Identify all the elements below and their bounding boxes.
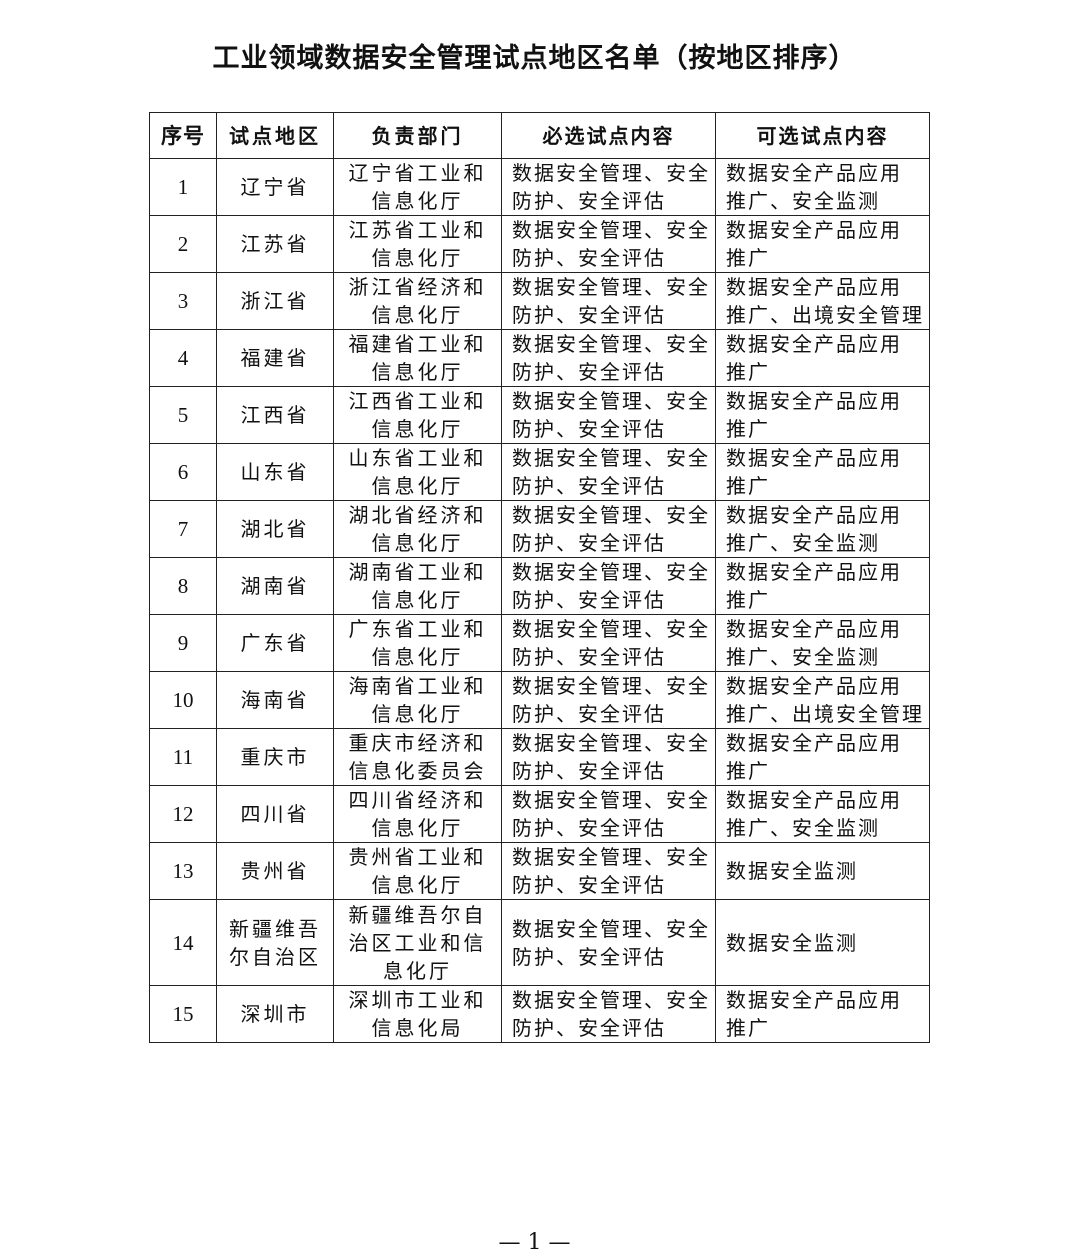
cell-region: 海南省: [216, 671, 334, 729]
cell-dept: 山东省工业和 信息化厅: [333, 443, 502, 501]
header-required: 必选试点内容: [501, 112, 716, 159]
cell-dept: 贵州省工业和 信息化厅: [333, 842, 502, 900]
cell-dept: 深圳市工业和 信息化局: [333, 985, 502, 1043]
cell-no: 6: [149, 443, 217, 501]
cell-no: 10: [149, 671, 217, 729]
table-row: 3 浙江省 浙江省经济和 信息化厅 数据安全管理、安全 防护、安全评估 数据安全产品应用…: [149, 272, 930, 330]
cell-region: 辽宁省: [216, 158, 334, 216]
cell-required: 数据安全管理、安全 防护、安全评估: [501, 500, 716, 558]
cell-optional: 数据安全产品应用 推广、出境安全管理: [715, 272, 930, 330]
cell-no: 13: [149, 842, 217, 900]
table-row: 8 湖南省 湖南省工业和 信息化厅 数据安全管理、安全 防护、安全评估 数据安全产品应用…: [149, 557, 930, 615]
cell-optional: 数据安全产品应用 推广: [715, 215, 930, 273]
cell-optional: 数据安全产品应用 推广、出境安全管理: [715, 671, 930, 729]
cell-required: 数据安全管理、安全 防护、安全评估: [501, 386, 716, 444]
cell-region: 山东省: [216, 443, 334, 501]
cell-no: 12: [149, 785, 217, 843]
cell-no: 2: [149, 215, 217, 273]
table-row: 7 湖北省 湖北省经济和 信息化厅 数据安全管理、安全 防护、安全评估 数据安全产品应用…: [149, 500, 930, 558]
cell-no: 4: [149, 329, 217, 387]
cell-optional: 数据安全产品应用 推广、安全监测: [715, 785, 930, 843]
cell-required: 数据安全管理、安全 防护、安全评估: [501, 158, 716, 216]
cell-region: 深圳市: [216, 985, 334, 1043]
cell-region: 贵州省: [216, 842, 334, 900]
cell-optional: 数据安全产品应用 推广: [715, 557, 930, 615]
cell-dept: 重庆市经济和 信息化委员会: [333, 728, 502, 786]
cell-required: 数据安全管理、安全 防护、安全评估: [501, 899, 716, 986]
cell-dept: 湖北省经济和 信息化厅: [333, 500, 502, 558]
cell-dept: 浙江省经济和 信息化厅: [333, 272, 502, 330]
cell-required: 数据安全管理、安全 防护、安全评估: [501, 728, 716, 786]
cell-dept: 四川省经济和 信息化厅: [333, 785, 502, 843]
table-row: 6 山东省 山东省工业和 信息化厅 数据安全管理、安全 防护、安全评估 数据安全产品应用…: [149, 443, 930, 501]
cell-dept: 海南省工业和 信息化厅: [333, 671, 502, 729]
header-optional: 可选试点内容: [715, 112, 930, 159]
table-row: 5 江西省 江西省工业和 信息化厅 数据安全管理、安全 防护、安全评估 数据安全产品应用…: [149, 386, 930, 444]
table-row: 13 贵州省 贵州省工业和 信息化厅 数据安全管理、安全 防护、安全评估 数据安全监测: [149, 842, 930, 900]
page-number: — 1 —: [498, 1230, 571, 1255]
cell-optional: 数据安全监测: [715, 842, 930, 900]
cell-no: 5: [149, 386, 217, 444]
pilot-regions-table: 序号 试点地区 负责部门 必选试点内容 可选试点内容 1 辽宁省 辽宁省工业和 信息…: [149, 112, 930, 1043]
table-row: 10 海南省 海南省工业和 信息化厅 数据安全管理、安全 防护、安全评估 数据安全产品应…: [149, 671, 930, 729]
cell-required: 数据安全管理、安全 防护、安全评估: [501, 785, 716, 843]
cell-region: 福建省: [216, 329, 334, 387]
table-row: 4 福建省 福建省工业和 信息化厅 数据安全管理、安全 防护、安全评估 数据安全产品应用…: [149, 329, 930, 387]
cell-optional: 数据安全产品应用 推广: [715, 985, 930, 1043]
cell-optional: 数据安全产品应用 推广、安全监测: [715, 500, 930, 558]
cell-required: 数据安全管理、安全 防护、安全评估: [501, 671, 716, 729]
table-row: 11 重庆市 重庆市经济和 信息化委员会 数据安全管理、安全 防护、安全评估 数据安全产…: [149, 728, 930, 786]
cell-required: 数据安全管理、安全 防护、安全评估: [501, 215, 716, 273]
cell-no: 3: [149, 272, 217, 330]
cell-dept: 福建省工业和 信息化厅: [333, 329, 502, 387]
document-title: 工业领域数据安全管理试点地区名单（按地区排序）: [212, 43, 857, 74]
cell-dept: 湖南省工业和 信息化厅: [333, 557, 502, 615]
cell-required: 数据安全管理、安全 防护、安全评估: [501, 443, 716, 501]
cell-optional: 数据安全产品应用 推广、安全监测: [715, 158, 930, 216]
table-row: 15 深圳市 深圳市工业和 信息化局 数据安全管理、安全 防护、安全评估 数据安全产品应…: [149, 985, 930, 1043]
header-region: 试点地区: [216, 112, 334, 159]
cell-optional: 数据安全产品应用 推广: [715, 443, 930, 501]
header-dept: 负责部门: [333, 112, 502, 159]
table-row: 2 江苏省 江苏省工业和 信息化厅 数据安全管理、安全 防护、安全评估 数据安全产品应用…: [149, 215, 930, 273]
table-row: 9 广东省 广东省工业和 信息化厅 数据安全管理、安全 防护、安全评估 数据安全产品应用…: [149, 614, 930, 672]
cell-required: 数据安全管理、安全 防护、安全评估: [501, 329, 716, 387]
cell-no: 15: [149, 985, 217, 1043]
cell-region: 江西省: [216, 386, 334, 444]
cell-region: 浙江省: [216, 272, 334, 330]
cell-dept: 新疆维吾尔自 治区工业和信 息化厅: [333, 899, 502, 986]
cell-required: 数据安全管理、安全 防护、安全评估: [501, 272, 716, 330]
cell-required: 数据安全管理、安全 防护、安全评估: [501, 614, 716, 672]
cell-region: 湖北省: [216, 500, 334, 558]
table-row: 14 新疆维吾 尔自治区 新疆维吾尔自 治区工业和信 息化厅 数据安全管理、安全 防护…: [149, 899, 930, 986]
cell-region: 湖南省: [216, 557, 334, 615]
cell-no: 8: [149, 557, 217, 615]
table-row: 1 辽宁省 辽宁省工业和 信息化厅 数据安全管理、安全 防护、安全评估 数据安全产品应用…: [149, 158, 930, 216]
cell-dept: 江西省工业和 信息化厅: [333, 386, 502, 444]
header-no: 序号: [149, 112, 217, 159]
cell-required: 数据安全管理、安全 防护、安全评估: [501, 985, 716, 1043]
cell-dept: 广东省工业和 信息化厅: [333, 614, 502, 672]
cell-optional: 数据安全产品应用 推广: [715, 728, 930, 786]
cell-dept: 江苏省工业和 信息化厅: [333, 215, 502, 273]
cell-no: 9: [149, 614, 217, 672]
cell-required: 数据安全管理、安全 防护、安全评估: [501, 557, 716, 615]
cell-no: 14: [149, 899, 217, 986]
cell-region: 江苏省: [216, 215, 334, 273]
cell-region: 新疆维吾 尔自治区: [216, 899, 334, 986]
cell-optional: 数据安全产品应用 推广: [715, 329, 930, 387]
table-row: 12 四川省 四川省经济和 信息化厅 数据安全管理、安全 防护、安全评估 数据安全产品应…: [149, 785, 930, 843]
cell-no: 1: [149, 158, 217, 216]
cell-region: 四川省: [216, 785, 334, 843]
cell-no: 7: [149, 500, 217, 558]
cell-optional: 数据安全产品应用 推广: [715, 386, 930, 444]
cell-optional: 数据安全监测: [715, 899, 930, 986]
cell-dept: 辽宁省工业和 信息化厅: [333, 158, 502, 216]
cell-optional: 数据安全产品应用 推广、安全监测: [715, 614, 930, 672]
cell-region: 广东省: [216, 614, 334, 672]
cell-region: 重庆市: [216, 728, 334, 786]
table-header-row: 序号 试点地区 负责部门 必选试点内容 可选试点内容: [149, 112, 930, 159]
cell-required: 数据安全管理、安全 防护、安全评估: [501, 842, 716, 900]
cell-no: 11: [149, 728, 217, 786]
